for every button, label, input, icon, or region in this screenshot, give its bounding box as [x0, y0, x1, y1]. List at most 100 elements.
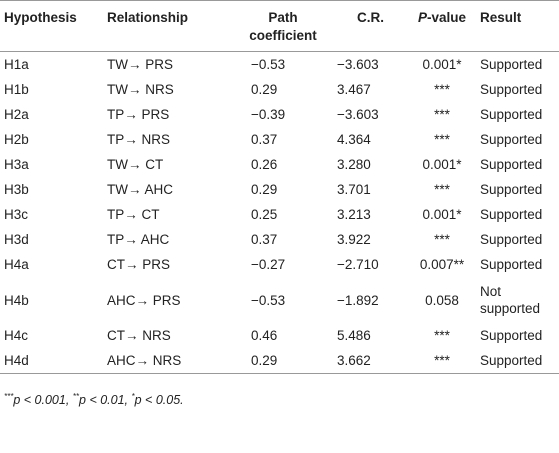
- table-cell: 0.29: [251, 353, 278, 368]
- table-cell: 0.25: [251, 207, 278, 222]
- table-row: H3b TW→ AHC 0.29 3.701 *** Supported: [0, 177, 559, 202]
- table-cell: 0.001*: [422, 57, 462, 72]
- header-cell: Result: [480, 10, 522, 25]
- table-cell: −0.53: [251, 292, 286, 308]
- table-cell: H4a: [4, 257, 29, 272]
- table-cell: TP→ PRS: [107, 107, 170, 122]
- footnote-text: p < 0.05.: [134, 393, 184, 408]
- table-cell: ***: [434, 132, 450, 147]
- table-cell: 0.26: [251, 157, 278, 172]
- table-cell: TW→ AHC: [107, 182, 173, 197]
- table-row: H1b TW→ NRS 0.29 3.467 *** Supported: [0, 77, 559, 102]
- table-cell: 3.662: [337, 353, 371, 368]
- table-cell: Supported: [480, 107, 543, 122]
- table-cell: 0.29: [251, 82, 278, 97]
- header-cell: P-value: [408, 1, 476, 52]
- table-cell: −1.892: [337, 292, 379, 308]
- header-text: -value: [426, 10, 467, 25]
- table-cell: Not supported: [480, 284, 541, 316]
- table-cell: Supported: [480, 57, 543, 72]
- table-row: H4a CT→ PRS −0.27 −2.710 0.007** Supported: [0, 252, 559, 277]
- table-cell: H2a: [4, 107, 29, 122]
- table-cell: TW→ PRS: [107, 57, 173, 72]
- header-cell: Hypothesis: [4, 10, 77, 25]
- table-cell: 0.058: [425, 292, 459, 308]
- table-cell: H4c: [4, 328, 29, 343]
- table-cell: Supported: [480, 82, 543, 97]
- table-row: H2b TP→ NRS 0.37 4.364 *** Supported: [0, 127, 559, 152]
- table-cell: H3b: [4, 182, 29, 197]
- table-cell: AHC→ NRS: [107, 353, 182, 368]
- table-cell: ***: [434, 353, 450, 368]
- table-cell: 0.001*: [422, 157, 462, 172]
- footnote-text: p < 0.01,: [79, 393, 132, 408]
- table-cell: H3a: [4, 157, 29, 172]
- table-cell: TW→ NRS: [107, 82, 174, 97]
- footnote-mark: ***: [4, 392, 14, 401]
- table-cell: 3.701: [337, 182, 371, 197]
- footnote-mark: **: [72, 392, 80, 401]
- table-cell: 0.37: [251, 132, 278, 147]
- table-cell: Supported: [480, 132, 543, 147]
- table-cell: 3.213: [337, 207, 371, 222]
- table-cell: 0.37: [251, 232, 278, 247]
- header-cell: Path coefficient: [249, 10, 317, 43]
- table-cell: CT→ PRS: [107, 257, 171, 272]
- table-cell: ***: [434, 328, 450, 343]
- table-cell: 0.001*: [422, 207, 462, 222]
- table-cell: −3.603: [337, 57, 379, 72]
- table-cell: 3.280: [337, 157, 371, 172]
- table-cell: Supported: [480, 157, 543, 172]
- table-row: H4c CT→ NRS 0.46 5.486 *** Supported: [0, 323, 559, 348]
- table-cell: 4.364: [337, 132, 371, 147]
- table-cell: H2b: [4, 132, 29, 147]
- table-row: H3c TP→ CT 0.25 3.213 0.001* Supported: [0, 202, 559, 227]
- table-cell: TP→ CT: [107, 207, 160, 222]
- results-table: Hypothesis Relationship Path coefficient C.…: [0, 0, 559, 374]
- table-cell: 0.007**: [419, 257, 465, 272]
- table-cell: Supported: [480, 328, 543, 343]
- table-cell: TP→ AHC: [107, 232, 170, 247]
- table-cell: H1b: [4, 82, 29, 97]
- table-cell: 3.922: [337, 232, 371, 247]
- header-cell: Relationship: [107, 10, 189, 25]
- table-cell: H3c: [4, 207, 29, 222]
- table-cell: −3.603: [337, 107, 379, 122]
- table-cell: H3d: [4, 232, 29, 247]
- table-cell: H1a: [4, 57, 29, 72]
- table-cell: ***: [434, 82, 450, 97]
- table-cell: TW→ CT: [107, 157, 164, 172]
- footnote-text: p < 0.001,: [13, 393, 73, 408]
- table-cell: AHC→ PRS: [107, 292, 181, 308]
- table-cell: H4d: [4, 353, 29, 368]
- table-cell: H4b: [4, 292, 29, 308]
- header-row: Hypothesis Relationship Path coefficient C.…: [0, 0, 559, 52]
- table-cell: TP→ NRS: [107, 132, 171, 147]
- table-row: H4b AHC→ PRS −0.53 −1.892 0.058 Not supported: [0, 277, 559, 323]
- table-cell: Supported: [480, 182, 543, 197]
- table-row: H3d TP→ AHC 0.37 3.922 *** Supported: [0, 227, 559, 252]
- table-row: H2a TP→ PRS −0.39 −3.603 *** Supported: [0, 102, 559, 127]
- table-cell: 0.29: [251, 182, 278, 197]
- footnote: ***p < 0.001, **p < 0.01, *p < 0.05.: [0, 374, 559, 407]
- footnote-mark: *: [131, 392, 135, 401]
- table-cell: Supported: [480, 353, 543, 368]
- table-row: H4d AHC→ NRS 0.29 3.662 *** Supported: [0, 348, 559, 374]
- header-cell: C.R.: [357, 10, 384, 25]
- table-cell: −0.39: [251, 107, 286, 122]
- table-cell: ***: [434, 107, 450, 122]
- table-cell: Supported: [480, 207, 543, 222]
- table-cell: 5.486: [337, 328, 371, 343]
- table-cell: Supported: [480, 257, 543, 272]
- table-row: H1a TW→ PRS −0.53 −3.603 0.001* Supported: [0, 52, 559, 78]
- table-cell: −2.710: [337, 257, 379, 272]
- table-row: H3a TW→ CT 0.26 3.280 0.001* Supported: [0, 152, 559, 177]
- table-cell: 3.467: [337, 82, 371, 97]
- table-cell: ***: [434, 182, 450, 197]
- table-cell: CT→ NRS: [107, 328, 171, 343]
- header-italic: P: [417, 10, 427, 25]
- table-cell: 0.46: [251, 328, 278, 343]
- table-body: H1a TW→ PRS −0.53 −3.603 0.001* Supported H1b T…: [0, 52, 559, 374]
- table-cell: −0.53: [251, 57, 286, 72]
